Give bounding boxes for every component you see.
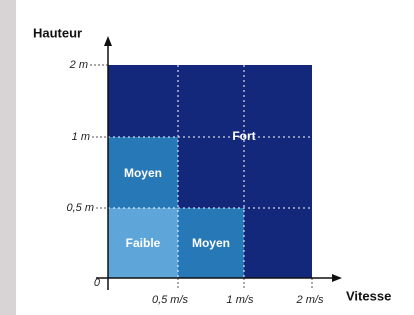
zone-label: Moyen: [124, 166, 162, 180]
y-tick-label: 0,5 m: [66, 202, 94, 214]
zone-label: Fort: [232, 129, 255, 143]
x-tick-label: 0,5 m/s: [152, 294, 189, 306]
x-tick-label: 2 m/s: [296, 294, 324, 306]
y-tick-label: 2 m: [69, 59, 88, 71]
diagram: Hauteur Vitesse 2 m 1 m 0,5 m 0 0,5 m/s …: [0, 0, 414, 315]
y-tick-label: 0: [94, 277, 101, 289]
zone-label: Faible: [126, 236, 161, 250]
x-tick-label: 1 m/s: [227, 294, 254, 306]
y-arrow: [104, 36, 112, 46]
x-axis-title: Vitesse: [346, 288, 391, 303]
y-axis-title: Hauteur: [33, 25, 82, 40]
zone-label: Moyen: [192, 236, 230, 250]
photo-edge: [0, 0, 16, 315]
y-tick-label: 1 m: [72, 131, 90, 143]
x-arrow: [332, 274, 342, 282]
